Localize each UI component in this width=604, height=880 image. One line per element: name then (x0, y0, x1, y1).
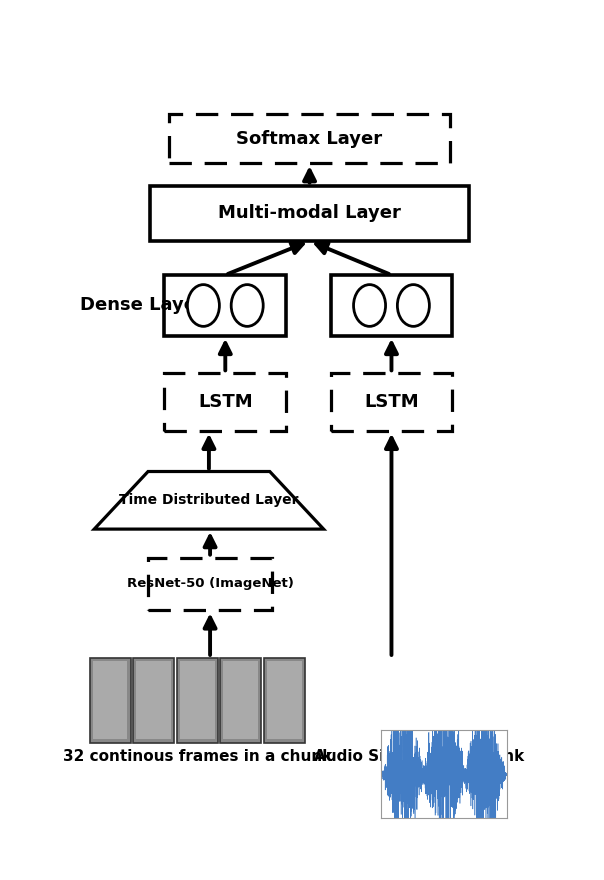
Ellipse shape (187, 284, 219, 326)
Ellipse shape (231, 284, 263, 326)
Text: Softmax Layer: Softmax Layer (237, 130, 382, 148)
Bar (164, 275, 286, 336)
Bar (180, 661, 214, 739)
Bar (93, 661, 127, 739)
Text: Multi-modal Layer: Multi-modal Layer (218, 204, 401, 223)
Bar (223, 661, 258, 739)
Bar (164, 373, 286, 431)
Bar (169, 114, 450, 163)
Bar (148, 558, 272, 611)
Bar (264, 658, 305, 743)
Polygon shape (94, 472, 324, 529)
Bar (330, 373, 452, 431)
Text: LSTM: LSTM (364, 393, 419, 411)
Bar (220, 658, 262, 743)
Text: Audio Signals in a chunk: Audio Signals in a chunk (315, 749, 525, 764)
Text: 32 continous frames in a chunk: 32 continous frames in a chunk (63, 749, 332, 764)
Bar (137, 661, 171, 739)
Text: Dense Layer: Dense Layer (80, 297, 205, 314)
Bar (133, 658, 175, 743)
Bar (176, 658, 218, 743)
Ellipse shape (397, 284, 429, 326)
Text: LSTM: LSTM (198, 393, 252, 411)
Bar (89, 658, 130, 743)
Bar (330, 275, 452, 336)
Text: ResNet-50 (ImageNet): ResNet-50 (ImageNet) (127, 577, 294, 590)
Bar (150, 186, 469, 241)
Text: Time Distributed Layer: Time Distributed Layer (119, 494, 298, 507)
Bar (267, 661, 301, 739)
Ellipse shape (353, 284, 385, 326)
